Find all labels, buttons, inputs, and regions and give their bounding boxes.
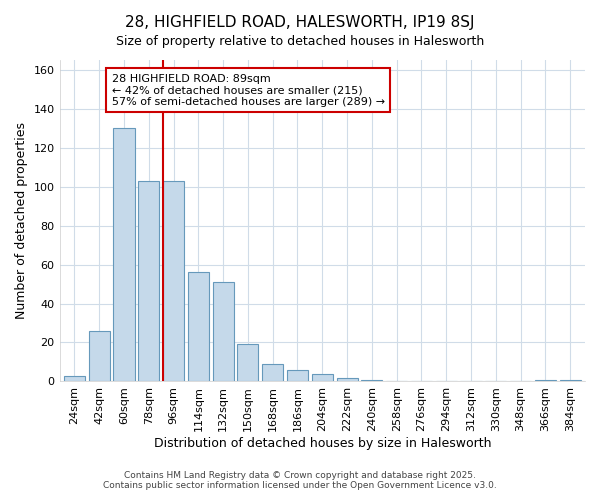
Text: Contains HM Land Registry data © Crown copyright and database right 2025.
Contai: Contains HM Land Registry data © Crown c… [103,470,497,490]
Text: 28, HIGHFIELD ROAD, HALESWORTH, IP19 8SJ: 28, HIGHFIELD ROAD, HALESWORTH, IP19 8SJ [125,15,475,30]
Bar [113,128,134,382]
Bar [312,374,333,382]
Bar [535,380,556,382]
Bar [163,181,184,382]
Bar [560,380,581,382]
Bar [138,181,160,382]
Bar [361,380,382,382]
Bar [89,331,110,382]
Bar [212,282,233,382]
Bar [262,364,283,382]
Text: Size of property relative to detached houses in Halesworth: Size of property relative to detached ho… [116,35,484,48]
Bar [188,272,209,382]
Bar [238,344,259,382]
Bar [337,378,358,382]
X-axis label: Distribution of detached houses by size in Halesworth: Distribution of detached houses by size … [154,437,491,450]
Bar [64,376,85,382]
Y-axis label: Number of detached properties: Number of detached properties [15,122,28,319]
Text: 28 HIGHFIELD ROAD: 89sqm
← 42% of detached houses are smaller (215)
57% of semi-: 28 HIGHFIELD ROAD: 89sqm ← 42% of detach… [112,74,385,107]
Bar [287,370,308,382]
